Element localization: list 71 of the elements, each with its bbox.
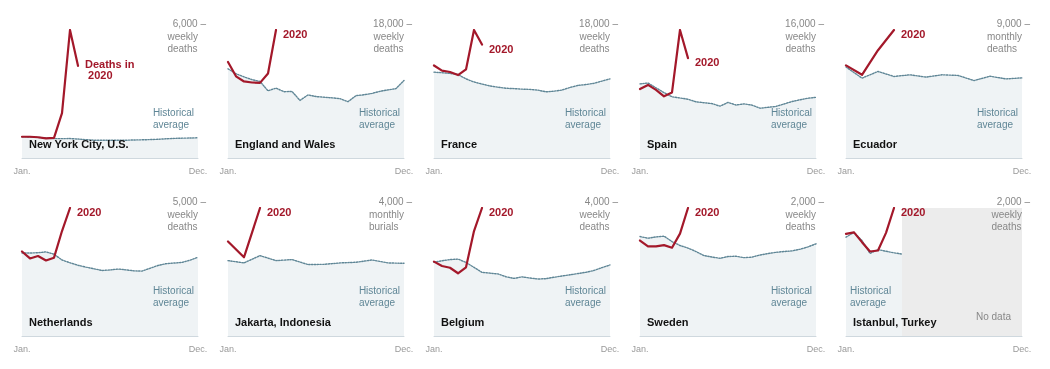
text: 4,000 – <box>378 195 413 207</box>
text: 2,000 – <box>790 195 825 207</box>
x-tick-label: Dec. <box>1012 343 1032 354</box>
x-tick-label: Jan. <box>837 343 855 354</box>
x-tick-label: Dec. <box>188 343 208 354</box>
text: Sweden <box>647 315 689 328</box>
x-tick-label: Jan. <box>13 343 31 354</box>
x-tick-label: Jan. <box>219 343 237 354</box>
x-tick-label: Dec. <box>600 165 620 176</box>
y-axis-title: weekly deaths <box>578 30 611 54</box>
text: 9,000 – <box>996 17 1031 29</box>
text: 2,000 – <box>996 195 1031 207</box>
y-axis-title: weekly deaths <box>166 208 199 232</box>
x-tick-label: Jan. <box>425 343 443 354</box>
x-tick-label: Dec. <box>806 165 826 176</box>
x-tick-label: Dec. <box>600 343 620 354</box>
series-label: Historical average <box>564 284 607 308</box>
text: 16,000 – <box>785 17 825 29</box>
series-label: Historical average <box>358 106 401 130</box>
x-tick-label: Dec. <box>394 343 414 354</box>
y-axis-title: weekly deaths <box>166 30 199 54</box>
text: Jakarta, Indonesia <box>235 315 332 328</box>
annotation: No data <box>975 310 1012 322</box>
x-tick-label: Jan. <box>631 343 649 354</box>
text: 4,000 – <box>584 195 619 207</box>
series-label: Historical average <box>152 106 195 130</box>
y-axis-title: weekly deaths <box>578 208 611 232</box>
series-label: 2020 <box>283 28 308 40</box>
text: Ecuador <box>853 137 898 150</box>
series-label: Historical average <box>564 106 607 130</box>
text: Belgium <box>441 315 485 328</box>
x-tick-label: Jan. <box>13 165 31 176</box>
series-label: Historical average <box>976 106 1019 130</box>
text: 6,000 – <box>172 17 207 29</box>
series-label: 2020 <box>77 206 102 218</box>
text: Spain <box>647 137 678 150</box>
series-label: Deaths in 2020 <box>85 58 135 82</box>
x-tick-label: Dec. <box>394 165 414 176</box>
series-label: 2020 <box>489 42 514 55</box>
series-label: 2020 <box>695 56 720 69</box>
y-axis-title: weekly deaths <box>990 208 1023 232</box>
series-label: 2020 <box>901 28 926 40</box>
series-label: Historical average <box>770 106 813 130</box>
y-axis-title: monthly deaths <box>986 30 1022 54</box>
text: New York City, U.S. <box>29 137 129 150</box>
series-label: 2020 <box>489 206 514 218</box>
x-tick-label: Jan. <box>425 165 443 176</box>
text: Istanbul, Turkey <box>853 315 938 328</box>
text: 18,000 – <box>373 17 413 29</box>
series-label: 2020 <box>267 206 292 218</box>
y-axis-title: monthly burials <box>368 208 404 232</box>
text: 5,000 – <box>172 195 207 207</box>
series-label: 2020 <box>901 206 926 218</box>
text: England and Wales <box>235 137 336 150</box>
y-axis-title: weekly deaths <box>784 208 817 232</box>
x-tick-label: Dec. <box>806 343 826 354</box>
series-label: Historical average <box>850 284 892 308</box>
text: France <box>441 137 478 150</box>
series-label: Historical average <box>358 284 401 308</box>
text: 18,000 – <box>579 17 619 29</box>
x-tick-label: Dec. <box>1012 165 1032 176</box>
series-label: Historical average <box>152 284 195 308</box>
x-tick-label: Jan. <box>631 165 649 176</box>
x-tick-label: Jan. <box>837 165 855 176</box>
x-tick-label: Dec. <box>188 165 208 176</box>
series-label: Historical average <box>770 284 813 308</box>
y-axis-title: weekly deaths <box>372 30 405 54</box>
series-label: 2020 <box>695 206 720 218</box>
x-tick-label: Jan. <box>219 165 237 176</box>
y-axis-title: weekly deaths <box>784 30 817 54</box>
text: Netherlands <box>29 315 93 328</box>
